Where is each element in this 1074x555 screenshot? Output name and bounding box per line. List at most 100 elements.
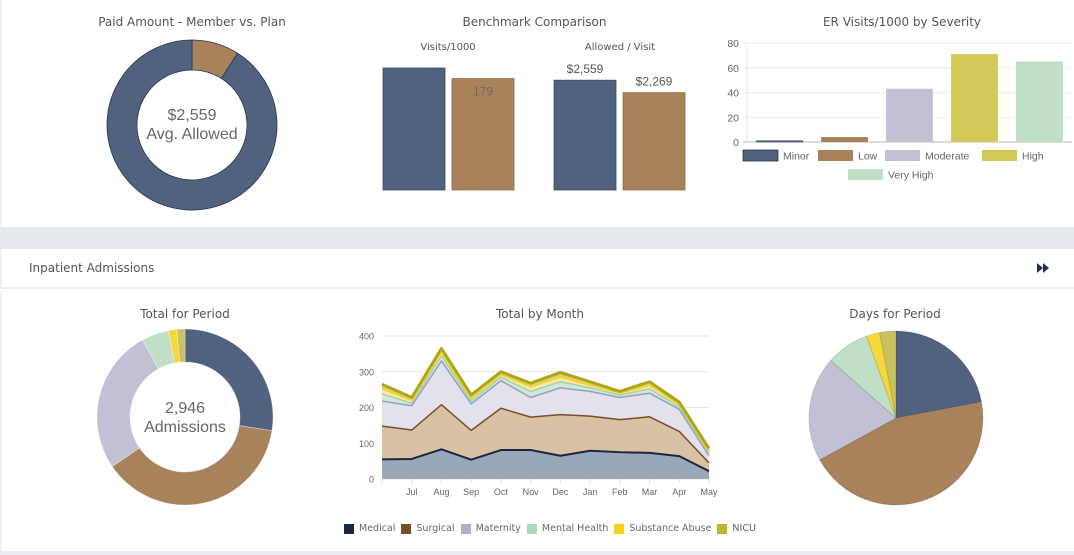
y-tick-label: 0 — [733, 137, 739, 149]
bar-benchmark[interactable] — [451, 78, 515, 191]
legend-swatch — [717, 523, 728, 534]
legend-swatch — [401, 523, 412, 534]
bottom-border — [0, 551, 1074, 555]
legend-label: Maternity — [475, 523, 521, 534]
legend-label-low[interactable]: Low — [858, 151, 878, 163]
section-divider — [0, 227, 1074, 249]
benchmark-visits-subtitle: Visits/1000 — [420, 42, 476, 53]
slice-mental-health[interactable] — [830, 335, 897, 419]
bar-data-label: 179 — [473, 85, 493, 99]
line-mental-health — [381, 354, 710, 454]
area-surgical[interactable] — [382, 404, 709, 472]
slice-plan[interactable] — [106, 39, 278, 211]
bar-low[interactable] — [821, 137, 868, 142]
line-maternity — [381, 360, 710, 457]
bar-minor[interactable] — [755, 140, 804, 143]
bar-moderate[interactable] — [886, 88, 933, 142]
x-tick-label: Oct — [494, 487, 509, 497]
line-surgical — [381, 403, 710, 464]
x-tick-label: Sep — [463, 487, 479, 497]
x-tick-label: Aug — [433, 487, 449, 497]
legend-swatch — [885, 150, 920, 161]
slice-substance-abuse[interactable] — [168, 328, 181, 364]
y-tick-label: 100 — [359, 439, 374, 449]
bar-high[interactable] — [951, 54, 998, 143]
y-tick-label: 80 — [727, 38, 739, 50]
legend-item-surgical[interactable]: Surgical — [401, 523, 455, 534]
legend-label-very-high[interactable]: Very High — [888, 170, 934, 182]
legend-swatch — [344, 523, 354, 534]
y-tick-label: 300 — [359, 367, 374, 377]
y-tick-label: 40 — [727, 88, 739, 100]
x-tick-label: Feb — [612, 487, 628, 497]
legend-item-mental-health[interactable]: Mental Health — [526, 523, 609, 534]
area-medical[interactable] — [382, 449, 709, 479]
inpatient-legend: Medical Surgical Maternity Mental Health… — [344, 523, 756, 534]
legend-label: Surgical — [416, 523, 455, 534]
slice-substance-abuse[interactable] — [866, 332, 897, 419]
slice-mental-health[interactable] — [142, 330, 176, 370]
double-chevron-right-icon — [1037, 263, 1049, 273]
legend-label: NICU — [732, 523, 756, 534]
legend-label-minor[interactable]: Minor — [783, 151, 810, 163]
legend-item-substance-abuse[interactable]: Substance Abuse — [614, 523, 711, 534]
er-visits-bar-chart: 0 20 40 60 80 Minor Low Moderate High Very High — [727, 38, 1072, 182]
bar-member[interactable] — [382, 67, 446, 191]
total-for-period-title: Total for Period — [140, 307, 230, 321]
legend-swatch — [848, 169, 883, 180]
days-for-period-title: Days for Period — [849, 307, 941, 321]
slice-surgical[interactable] — [819, 401, 984, 506]
legend-swatch — [460, 523, 471, 534]
slice-surgical[interactable] — [111, 425, 273, 506]
legend-swatch — [982, 150, 1017, 161]
bar-data-label: $2,269 — [636, 75, 673, 89]
legend-item-nicu[interactable]: NICU — [717, 523, 756, 534]
bar-very-high[interactable] — [1016, 61, 1063, 142]
slice-nicu[interactable] — [879, 330, 897, 419]
expand-button[interactable] — [1035, 261, 1051, 275]
legend-label-moderate[interactable]: Moderate — [925, 151, 970, 163]
x-tick-label: Nov — [523, 487, 540, 497]
paid-amount-title: Paid Amount - Member vs. Plan — [98, 15, 286, 29]
y-tick-label: 20 — [727, 112, 739, 124]
paid-amount-donut-chart — [106, 39, 278, 211]
legend-label: Mental Health — [541, 523, 609, 534]
legend-label: Medical — [359, 523, 396, 534]
er-visits-title: ER Visits/1000 by Severity — [822, 15, 982, 29]
paid-amount-center-value: $2,559 — [167, 107, 217, 124]
benchmark-title: Benchmark Comparison — [462, 15, 607, 29]
legend-swatch — [614, 523, 625, 534]
area-maternity[interactable] — [382, 361, 709, 463]
slice-maternity[interactable] — [808, 359, 897, 461]
y-tick-label: 0 — [369, 475, 374, 485]
x-tick-label: Jan — [583, 487, 598, 497]
slice-nicu[interactable] — [176, 328, 186, 363]
legend-item-medical[interactable]: Medical — [344, 523, 395, 534]
total-for-period-center-value: 2,946 — [164, 400, 206, 417]
legend-swatch — [818, 150, 853, 161]
total-for-period-center-caption: Admissions — [144, 419, 226, 436]
legend-label-high[interactable]: High — [1022, 151, 1044, 163]
inpatient-admissions-header: Inpatient Admissions — [0, 249, 1074, 289]
y-tick-label: 60 — [727, 63, 739, 75]
y-tick-label: 400 — [359, 332, 374, 342]
paid-amount-center-caption: Avg. Allowed — [146, 126, 238, 143]
slice-medical[interactable] — [895, 330, 982, 419]
benchmark-bar-chart: 179 $2,559 $2,269 — [382, 62, 686, 191]
legend-item-maternity[interactable]: Maternity — [460, 523, 521, 534]
line-substance-abuse — [381, 351, 710, 452]
bar-member[interactable] — [553, 79, 617, 191]
total-by-month-area-chart: 0 100 200 300 400 Jul Aug Sep Oct Nov Dec Jan Feb Mar… — [359, 332, 718, 498]
slice-medical[interactable] — [184, 328, 274, 432]
slice-maternity[interactable] — [96, 339, 160, 468]
x-tick-label: Mar — [642, 487, 658, 497]
x-tick-label: Apr — [672, 487, 686, 497]
line-medical — [381, 448, 710, 473]
legend-swatch — [526, 523, 537, 534]
line-nicu — [381, 347, 711, 450]
benchmark-allowed-subtitle: Allowed / Visit — [584, 42, 656, 53]
bar-benchmark[interactable] — [622, 92, 686, 191]
y-tick-label: 200 — [359, 403, 374, 413]
bar-data-label: $2,559 — [567, 62, 604, 76]
paid-amount-center-label: $2,559 Avg. Allowed — [132, 106, 252, 144]
